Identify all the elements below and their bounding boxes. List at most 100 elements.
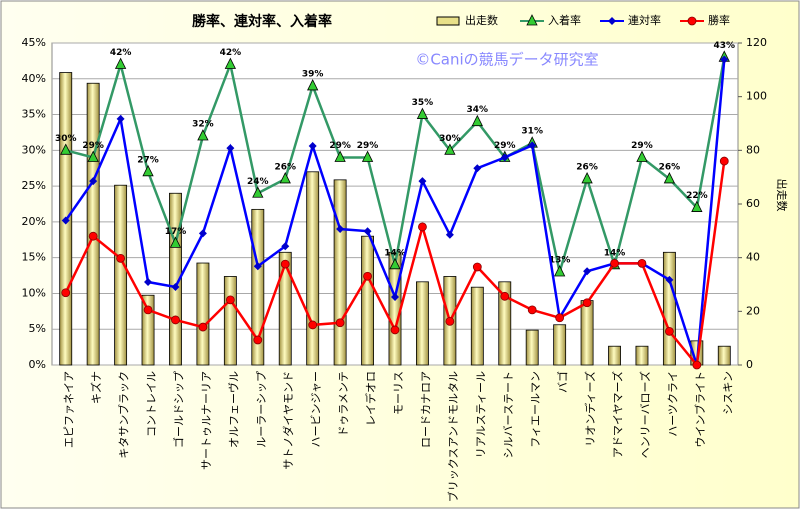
marker	[61, 216, 70, 225]
y2-tick-label: 100	[746, 90, 767, 103]
marker	[444, 143, 456, 155]
data-label: 14%	[384, 248, 406, 258]
marker	[583, 267, 592, 276]
marker	[687, 16, 697, 26]
marker	[665, 326, 674, 336]
marker	[418, 177, 427, 186]
marker	[224, 57, 237, 69]
x-tick-label: サートゥルナーリア	[200, 371, 213, 470]
y2-tick-label: 20	[746, 304, 760, 317]
bar	[553, 324, 567, 366]
marker	[308, 142, 317, 151]
marker	[253, 335, 263, 345]
marker	[719, 156, 729, 166]
marker	[144, 277, 153, 286]
marker	[142, 164, 154, 177]
marker	[581, 172, 593, 184]
marker	[87, 150, 99, 162]
x-tick-label: ゴールドシップ	[171, 371, 185, 448]
bar	[86, 82, 100, 366]
y-tick-label: 45%	[22, 36, 46, 49]
marker	[418, 222, 427, 232]
marker	[88, 231, 98, 241]
data-label: 13%	[549, 255, 571, 265]
bar	[333, 179, 347, 366]
y2-tick-label: 80	[746, 143, 760, 156]
marker	[281, 242, 290, 251]
marker	[608, 17, 616, 25]
marker	[169, 236, 182, 248]
marker	[226, 144, 235, 153]
data-label: 32%	[192, 120, 214, 130]
y2-axis-label: 出走数	[775, 179, 789, 212]
bar	[306, 171, 320, 366]
x-tick-label: オルフェーヴル	[226, 371, 240, 448]
marker	[389, 257, 401, 270]
x-tick-label: ウインブライト	[693, 371, 707, 448]
bar	[114, 184, 128, 366]
marker	[143, 305, 153, 315]
bar	[416, 281, 429, 366]
data-label: 14%	[604, 248, 626, 258]
data-label: 29%	[82, 141, 104, 151]
marker	[526, 14, 538, 26]
marker	[391, 293, 399, 302]
marker	[89, 177, 98, 186]
marker	[471, 114, 483, 127]
marker	[500, 291, 510, 301]
legend: 出走数 入着率 連対率 勝率	[436, 13, 730, 27]
marker	[472, 262, 482, 272]
data-label: 30%	[55, 134, 77, 144]
marker	[198, 322, 208, 332]
legend-label: 出走数	[465, 13, 498, 27]
data-label: 35%	[412, 98, 434, 108]
bar	[470, 286, 484, 366]
bar	[635, 345, 649, 366]
data-label: 31%	[521, 127, 543, 137]
marker	[114, 57, 127, 69]
data-label: 26%	[659, 162, 681, 172]
y2-tick-label: 120	[746, 36, 767, 49]
marker	[363, 227, 372, 236]
marker	[361, 150, 374, 162]
y2-tick-label: 40	[746, 251, 760, 264]
marker	[253, 262, 262, 271]
bar	[361, 235, 374, 366]
data-label: 26%	[274, 162, 296, 172]
marker	[692, 360, 702, 370]
data-label: 29%	[357, 141, 379, 151]
bar	[717, 345, 731, 366]
marker	[279, 172, 291, 184]
marker	[473, 164, 482, 173]
bar	[498, 281, 512, 366]
x-tick-label: レイデオロ	[364, 371, 378, 426]
x-tick-label: モーリス	[392, 371, 405, 415]
data-label: 30%	[439, 134, 461, 144]
x-tick-label: ハービンジャー	[310, 371, 323, 447]
y-tick-label: 30%	[22, 143, 46, 156]
data-label: 42%	[110, 48, 132, 58]
data-label: 43%	[714, 41, 736, 51]
data-label: 42%	[220, 48, 242, 58]
bar	[662, 251, 676, 366]
marker	[307, 79, 319, 91]
legend-label: 連対率	[628, 13, 661, 27]
y-tick-label: 15%	[22, 251, 46, 264]
bar	[580, 300, 594, 366]
marker	[363, 271, 372, 281]
marker	[553, 265, 566, 277]
marker	[445, 316, 455, 326]
marker	[60, 143, 72, 155]
x-tick-label: シルバーステート	[502, 371, 515, 458]
x-tick-label: シスキン	[721, 371, 734, 415]
data-label: 27%	[137, 155, 159, 165]
marker	[280, 259, 290, 269]
data-label: 29%	[329, 141, 351, 151]
y-tick-label: 5%	[29, 322, 46, 335]
y2-tick-label: 0	[746, 358, 753, 371]
watermark: ©Caniの競馬データ研究室	[415, 51, 598, 69]
data-label: 34%	[467, 105, 489, 115]
marker	[610, 258, 619, 268]
legend-label: 入着率	[548, 13, 581, 27]
x-tick-label: バゴ	[556, 371, 570, 393]
